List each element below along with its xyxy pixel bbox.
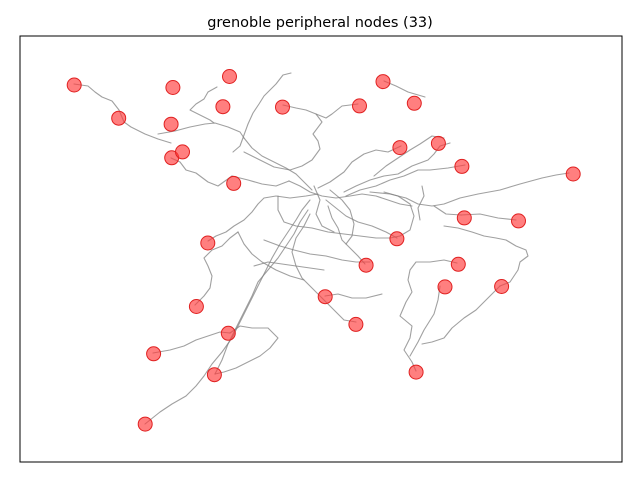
plot-frame: [19, 35, 623, 463]
edge-path: [325, 199, 398, 239]
edge-path: [329, 189, 355, 245]
edge-path: [317, 145, 402, 189]
edge-path: [170, 157, 233, 187]
edge-path: [207, 193, 319, 242]
network-node: [275, 99, 290, 115]
network-node: [511, 213, 526, 229]
edge-path: [231, 175, 290, 187]
edge-path: [232, 72, 292, 153]
network-node: [408, 364, 424, 380]
edge-path: [433, 205, 462, 216]
network-node: [406, 95, 422, 111]
edge-path: [189, 86, 218, 124]
network-node: [215, 99, 231, 115]
edge-path: [369, 172, 570, 207]
network-node: [375, 74, 391, 90]
network-node: [66, 77, 82, 93]
chart-title: grenoble peripheral nodes (33): [207, 15, 433, 31]
edge-path: [373, 135, 445, 177]
network-node: [494, 279, 510, 294]
edge-path: [194, 231, 239, 306]
edge-path: [443, 225, 529, 287]
edge-path: [417, 185, 425, 221]
network-node: [175, 144, 190, 160]
network-node: [450, 256, 466, 272]
edge-path: [214, 209, 309, 375]
network-node: [392, 140, 408, 156]
network-node: [222, 69, 237, 84]
edge-path: [263, 239, 371, 263]
edge-path: [345, 164, 466, 197]
edge-path: [409, 285, 441, 357]
network-node: [352, 98, 367, 114]
edge-path: [73, 83, 172, 144]
edge-path: [144, 199, 311, 425]
edge-path: [237, 231, 305, 281]
edge-path: [324, 293, 383, 299]
edge-path: [327, 205, 366, 265]
network-node: [188, 299, 204, 314]
network-node: [565, 166, 581, 182]
peripheral-nodes: [66, 69, 581, 432]
edge-path: [243, 137, 313, 191]
network-node: [163, 116, 179, 132]
edge-path: [291, 213, 357, 323]
edge-path: [277, 191, 415, 239]
network-node: [146, 346, 162, 362]
network-node: [111, 110, 127, 126]
network-node: [358, 257, 374, 273]
network-node: [206, 367, 222, 383]
edge-path: [152, 331, 231, 354]
edge-path: [214, 325, 279, 375]
network-node: [137, 416, 153, 432]
edge-path: [288, 180, 413, 207]
edge-path: [253, 261, 325, 271]
edge-path: [243, 104, 323, 171]
edge-path: [315, 103, 359, 119]
network-node: [226, 175, 242, 191]
edge-path: [157, 122, 245, 139]
network-node: [200, 235, 216, 251]
network-node: [454, 158, 470, 174]
edge-path: [313, 185, 335, 233]
network-node: [317, 289, 333, 305]
network-node: [348, 316, 364, 332]
edge-path: [399, 259, 458, 372]
edge-path: [421, 285, 501, 345]
network-node: [389, 231, 405, 247]
network-node: [165, 80, 181, 95]
network-node: [220, 325, 236, 341]
network-node: [456, 210, 472, 226]
network-node: [437, 279, 453, 295]
network-node: [430, 135, 446, 151]
